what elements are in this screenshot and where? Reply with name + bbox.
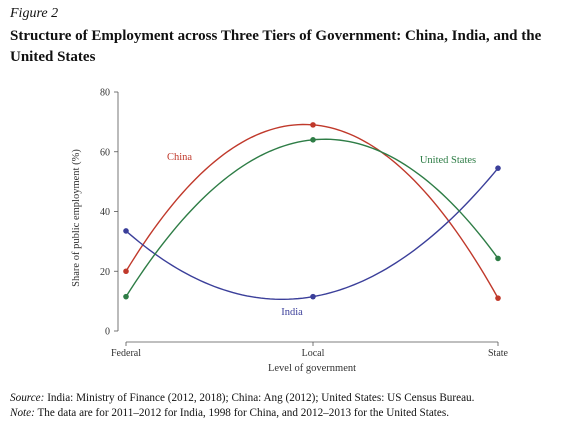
data-point-china: [310, 122, 316, 128]
y-axis-label: Share of public employment (%): [71, 149, 82, 287]
series-labels: China India United States: [167, 152, 476, 318]
data-point-india: [123, 228, 129, 234]
series-line-india: [125, 167, 499, 301]
source-text: India: Ministry of Finance (2012, 2018);…: [44, 392, 475, 404]
series-label-india: India: [281, 307, 303, 318]
x-tick-label: State: [488, 348, 509, 359]
source-footnote: Source: India: Ministry of Finance (2012…: [10, 391, 570, 405]
data-point-united-states: [123, 293, 129, 300]
figure-label: Figure 2: [10, 6, 59, 21]
note-footnote: Note: The data are for 2011–2012 for Ind…: [10, 406, 570, 420]
data-point-china: [495, 295, 501, 301]
data-point-china: [123, 268, 129, 275]
y-tick-label: 0: [105, 327, 110, 338]
series-line-china: [125, 123, 499, 299]
data-point-india: [310, 293, 316, 300]
data-point-united-states: [310, 137, 316, 143]
y-tick-label: 60: [100, 147, 110, 158]
y-tick-label: 40: [100, 207, 110, 218]
figure-title: Structure of Employment across Three Tie…: [10, 28, 542, 65]
series-points: [123, 122, 501, 301]
y-tick-label: 80: [100, 88, 110, 99]
source-label: Source:: [10, 392, 45, 404]
y-tick-label: 20: [100, 267, 110, 278]
note-label: Note:: [10, 407, 35, 419]
x-tick-label: Local: [302, 348, 325, 359]
data-point-united-states: [495, 255, 501, 262]
series-label-china: China: [167, 152, 192, 163]
series-lines: [125, 123, 499, 301]
x-tick-label: Federal: [111, 348, 141, 359]
data-point-india: [495, 165, 501, 171]
x-axis-label: Level of government: [268, 363, 356, 374]
chart-axes: 0 20 40 60 80 Federal Local State: [100, 88, 509, 360]
series-label-united-states: United States: [420, 155, 476, 166]
note-text: The data are for 2011–2012 for India, 19…: [34, 407, 450, 419]
